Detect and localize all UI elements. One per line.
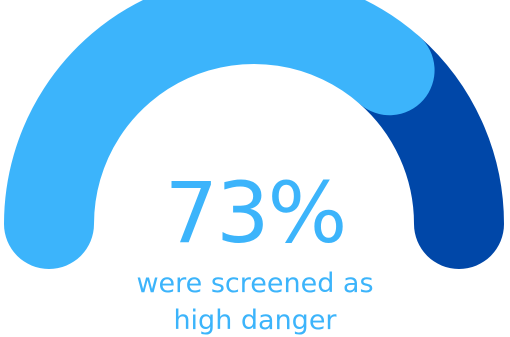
caption-line-2: high danger [173,305,337,336]
gauge-filled-arc [4,0,435,269]
caption-line-1: were screened as [136,268,373,299]
percentage-value: 73% [165,164,346,262]
